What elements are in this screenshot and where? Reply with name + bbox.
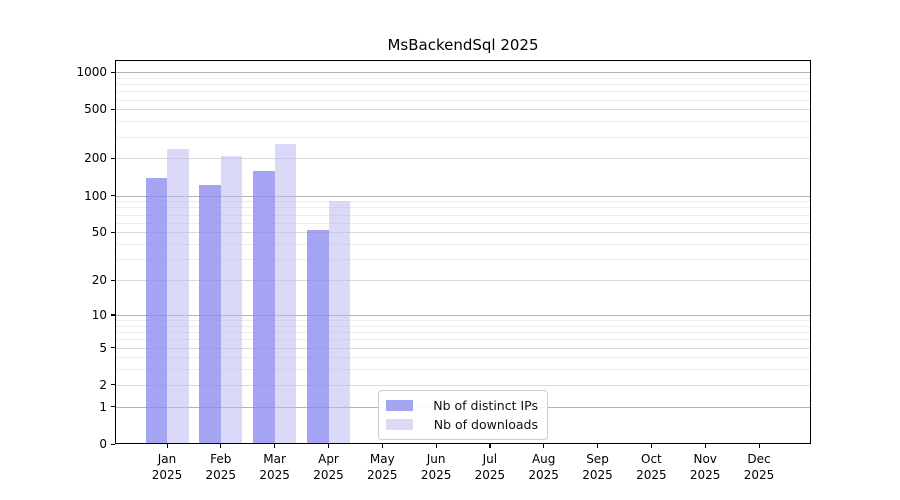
x-tick-feb: [220, 444, 222, 448]
gridline-y-4: [115, 357, 811, 359]
x-tick-label-apr: Apr 2025: [313, 452, 344, 482]
gridline-y-300: [115, 136, 811, 138]
gridline-y-9: [115, 320, 811, 321]
y-tick-5: [110, 347, 115, 349]
y-tick-100: [110, 195, 115, 197]
x-tick-label-sep: Sep 2025: [582, 452, 613, 482]
gridline-y-30: [115, 259, 811, 261]
x-tick-sep: [597, 444, 599, 448]
legend-item-downloads: Nb of downloads: [386, 415, 538, 434]
y-tick-10: [110, 314, 115, 316]
bar-distinct-ips-jan: [145, 177, 167, 444]
legend: Nb of distinct IPs Nb of downloads: [378, 390, 548, 440]
gridline-y-2: [115, 384, 811, 386]
gridline-y-40: [115, 244, 811, 245]
gridline-y-50: [115, 232, 811, 234]
x-tick-oct: [650, 444, 653, 448]
y-tick-20: [110, 279, 115, 281]
x-tick-jul: [489, 444, 491, 448]
y-tick-label-1: 1: [99, 399, 107, 414]
x-tick-label-oct: Oct 2025: [636, 452, 667, 482]
y-tick-label-10: 10: [91, 307, 107, 322]
x-tick-may: [381, 444, 383, 448]
x-tick-label-jul: Jul 2025: [474, 452, 506, 482]
bar-downloads-apr: [328, 200, 350, 444]
y-tick-label-200: 200: [84, 151, 107, 166]
gridline-y-1000: [115, 72, 811, 73]
y-tick-label-1000: 1000: [76, 65, 107, 79]
y-tick-500: [110, 108, 115, 110]
x-tick-aug: [543, 444, 545, 448]
x-tick-label-jan: Jan 2025: [151, 452, 183, 482]
x-tick-label-feb: Feb 2025: [205, 452, 237, 482]
chart-title: MsBackendSql 2025: [387, 36, 539, 54]
gridline-y-100: [115, 195, 811, 197]
gridline-y-500: [115, 109, 811, 111]
legend-label-distinct-ips: Nb of distinct IPs: [433, 398, 538, 413]
x-tick-apr: [328, 444, 330, 448]
gridline-y-200: [115, 158, 811, 160]
x-tick-label-mar: Mar 2025: [259, 452, 290, 482]
y-tick-label-100: 100: [84, 188, 107, 203]
x-tick-jan: [166, 444, 168, 448]
gridline-y-80: [115, 207, 811, 209]
y-tick-0: [110, 443, 115, 445]
x-tick-jun: [435, 444, 437, 448]
y-tick-2: [110, 384, 115, 386]
x-tick-label-jun: Jun 2025: [420, 452, 452, 482]
bar-distinct-ips-feb: [199, 185, 221, 444]
gridline-y-90: [115, 201, 811, 203]
y-tick-label-2: 2: [99, 377, 107, 392]
x-tick-dec: [758, 444, 760, 448]
gridline-y-600: [115, 99, 811, 101]
gridline-y-10: [115, 314, 811, 316]
y-tick-label-0: 0: [99, 437, 107, 451]
y-tick-1000: [110, 71, 115, 73]
gridline-y-3: [115, 369, 811, 371]
gridline-y-6: [115, 339, 811, 341]
plot-area: [115, 60, 811, 444]
x-tick-label-dec: Dec 2025: [743, 452, 775, 482]
legend-swatch-downloads-icon: [386, 419, 413, 430]
y-tick-200: [110, 157, 115, 160]
x-tick-label-aug: Aug 2025: [528, 452, 559, 482]
y-tick-label-50: 50: [91, 225, 107, 240]
x-tick-label-may: May 2025: [367, 452, 398, 482]
legend-label-downloads: Nb of downloads: [433, 417, 538, 432]
gridline-y-60: [115, 222, 811, 224]
gridline-y-400: [115, 121, 811, 123]
bar-downloads-mar: [274, 144, 297, 444]
gridline-y-5: [115, 347, 811, 349]
bar-distinct-ips-apr: [307, 230, 329, 444]
legend-item-distinct-ips: Nb of distinct IPs: [386, 396, 538, 415]
gridline-y-700: [115, 91, 811, 93]
bar-distinct-ips-mar: [253, 170, 275, 444]
gridline-y-8: [115, 325, 811, 327]
x-tick-nov: [704, 444, 706, 448]
y-tick-label-20: 20: [91, 273, 107, 288]
gridline-y-900: [115, 77, 811, 79]
bar-downloads-feb: [220, 155, 243, 444]
legend-swatch-distinct-ips-icon: [386, 400, 413, 411]
gridline-y-800: [115, 84, 811, 85]
gridline-y-20: [115, 280, 811, 282]
x-tick-mar: [274, 444, 276, 448]
y-tick-label-5: 5: [99, 340, 107, 355]
y-tick-label-500: 500: [84, 102, 107, 117]
x-tick-label-nov: Nov 2025: [689, 452, 721, 482]
gridline-y-7: [115, 332, 811, 333]
gridline-y-70: [115, 214, 811, 216]
y-tick-50: [110, 231, 115, 233]
bar-downloads-jan: [167, 149, 189, 444]
y-tick-1: [110, 406, 115, 408]
